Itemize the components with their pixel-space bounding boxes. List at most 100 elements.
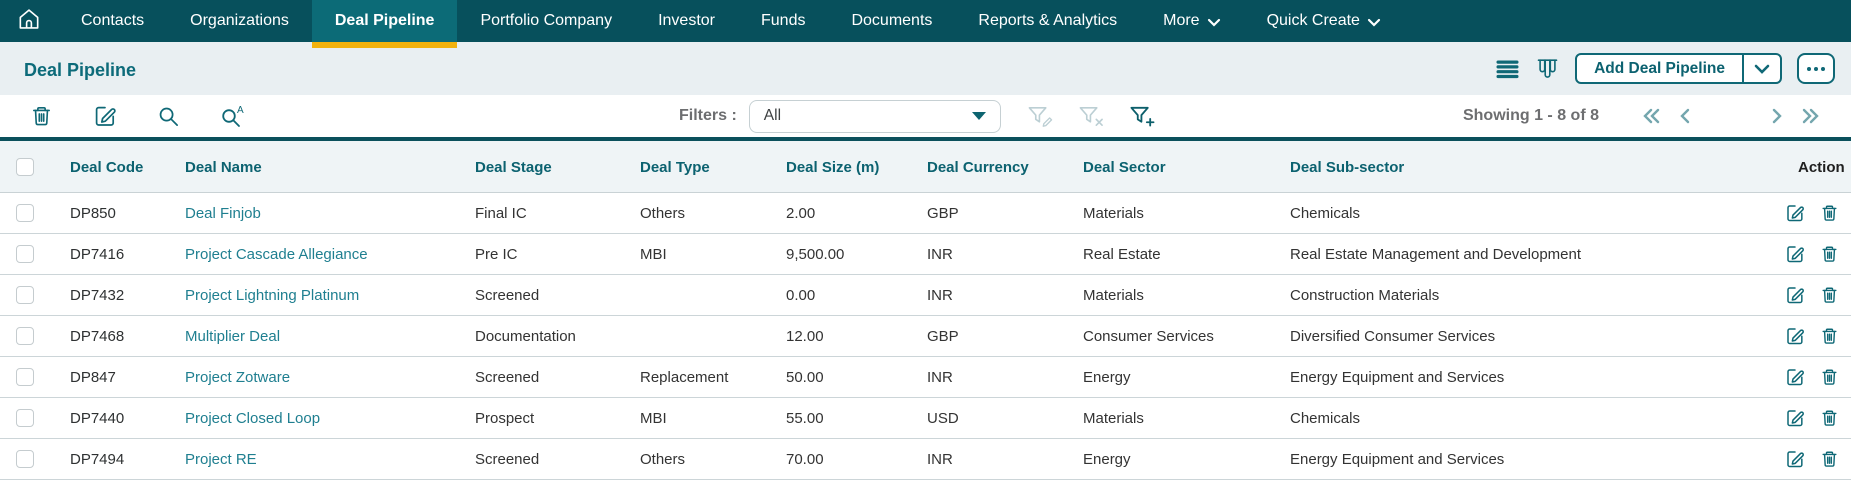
deal-code: DP7468	[56, 315, 171, 358]
select-all-checkbox[interactable]	[16, 158, 34, 177]
nav-item-funds[interactable]: Funds	[761, 12, 806, 29]
deal-name-link[interactable]: Project Closed Loop	[185, 409, 321, 427]
row-edit-icon[interactable]	[1785, 408, 1805, 428]
kanban-view-icon[interactable]	[1535, 57, 1560, 81]
row-edit-icon[interactable]	[1785, 244, 1805, 264]
advanced-search-icon[interactable]: A	[220, 104, 247, 128]
row-delete-icon[interactable]	[1820, 244, 1839, 264]
column-header-action: Action	[1784, 141, 1851, 194]
table-header-row: Deal Code Deal Name Deal Stage Deal Type…	[0, 141, 1851, 194]
page-title: Deal Pipeline	[24, 60, 137, 80]
filter-add-icon[interactable]	[1129, 104, 1155, 128]
nav-item-portfolio-company[interactable]: Portfolio Company	[480, 12, 613, 29]
nav-item-quick-create[interactable]: Quick Create	[1244, 0, 1404, 42]
column-header-deal-sector[interactable]: Deal Sector	[1069, 141, 1276, 194]
home-button[interactable]	[0, 0, 58, 42]
column-header-deal-subsector[interactable]: Deal Sub-sector	[1276, 141, 1784, 194]
table-row: DP7432 Project Lightning Platinum Screen…	[0, 274, 1851, 317]
deal-currency: USD	[913, 397, 1069, 440]
table-row: DP7416 Project Cascade Allegiance Pre IC…	[0, 233, 1851, 276]
deal-sector: Real Estate	[1069, 233, 1276, 276]
row-checkbox[interactable]	[16, 204, 34, 223]
deal-name-link[interactable]: Project Lightning Platinum	[185, 286, 360, 304]
nav-item-deal-pipeline[interactable]: Deal Pipeline	[311, 0, 458, 48]
deal-currency: GBP	[913, 192, 1069, 235]
list-view-icon[interactable]	[1495, 58, 1520, 80]
chevron-down-icon	[1367, 18, 1381, 27]
row-delete-icon[interactable]	[1820, 326, 1839, 346]
deal-code: DP847	[56, 356, 171, 399]
more-options-button[interactable]	[1797, 53, 1835, 84]
deal-sector: Energy	[1069, 356, 1276, 399]
deal-subsector: Construction Materials	[1276, 274, 1784, 317]
deal-sector: Energy	[1069, 438, 1276, 481]
deal-code: DP7440	[56, 397, 171, 440]
deal-name-link[interactable]: Project Zotware	[185, 368, 291, 386]
caret-down-icon	[971, 112, 986, 120]
deal-name-link[interactable]: Multiplier Deal	[185, 327, 281, 345]
delete-icon[interactable]	[30, 104, 53, 128]
deal-subsector: Chemicals	[1276, 192, 1784, 235]
deal-currency: INR	[913, 233, 1069, 276]
nav-item-more[interactable]: More	[1140, 0, 1243, 42]
table-row: DP7468 Multiplier Deal Documentation 12.…	[0, 315, 1851, 358]
row-delete-icon[interactable]	[1820, 449, 1839, 469]
column-header-deal-size[interactable]: Deal Size (m)	[772, 141, 913, 194]
nav-item-contacts[interactable]: Contacts	[81, 12, 145, 29]
row-checkbox[interactable]	[16, 245, 34, 264]
row-edit-icon[interactable]	[1785, 326, 1805, 346]
last-page-icon[interactable]	[1792, 108, 1829, 124]
column-header-deal-type[interactable]: Deal Type	[626, 141, 772, 194]
row-edit-icon[interactable]	[1785, 449, 1805, 469]
search-icon[interactable]	[157, 105, 180, 128]
table-row: DP847 Project Zotware Screened Replaceme…	[0, 356, 1851, 399]
row-delete-icon[interactable]	[1820, 367, 1839, 387]
filters-dropdown-value: All	[763, 107, 782, 124]
column-header-deal-stage[interactable]: Deal Stage	[461, 141, 626, 194]
row-edit-icon[interactable]	[1785, 203, 1805, 223]
row-checkbox[interactable]	[16, 450, 34, 469]
deal-currency: GBP	[913, 315, 1069, 358]
deal-name-link[interactable]: Project Cascade Allegiance	[185, 245, 368, 263]
row-delete-icon[interactable]	[1820, 408, 1839, 428]
more-options-icon	[1807, 66, 1811, 71]
filters-dropdown[interactable]: All	[748, 99, 1001, 133]
filter-clear-icon[interactable]	[1078, 104, 1104, 128]
edit-icon[interactable]	[93, 104, 117, 128]
row-checkbox[interactable]	[16, 368, 34, 387]
deal-name-link[interactable]: Deal Finjob	[185, 204, 261, 222]
deal-currency: INR	[913, 438, 1069, 481]
column-header-deal-name[interactable]: Deal Name	[171, 141, 461, 194]
grid-toolbar: A Filters : All	[0, 95, 1851, 141]
deal-stage: Prospect	[461, 397, 626, 440]
row-delete-icon[interactable]	[1820, 285, 1839, 305]
table-row: DP7440 Project Closed Loop Prospect MBI …	[0, 397, 1851, 440]
deal-sector: Materials	[1069, 274, 1276, 317]
column-header-deal-code[interactable]: Deal Code	[56, 141, 171, 194]
row-delete-icon[interactable]	[1820, 203, 1839, 223]
nav-item-investor[interactable]: Investor	[658, 12, 715, 29]
column-header-deal-currency[interactable]: Deal Currency	[913, 141, 1069, 194]
nav-item-reports-analytics[interactable]: Reports & Analytics	[978, 12, 1118, 29]
deal-size: 70.00	[772, 438, 913, 481]
add-deal-pipeline-button[interactable]: Add Deal Pipeline	[1575, 53, 1782, 84]
row-edit-icon[interactable]	[1785, 285, 1805, 305]
table-row: DP850 Deal Finjob Final IC Others 2.00 G…	[0, 192, 1851, 235]
row-checkbox[interactable]	[16, 327, 34, 346]
top-navbar: Contacts Organizations Deal Pipeline Por…	[0, 0, 1851, 48]
deal-code: DP7416	[56, 233, 171, 276]
deal-stage: Screened	[461, 274, 626, 317]
nav-item-organizations[interactable]: Organizations	[190, 12, 289, 29]
first-page-icon[interactable]	[1633, 108, 1670, 124]
next-page-icon[interactable]	[1762, 108, 1792, 124]
deal-name-link[interactable]: Project RE	[185, 450, 257, 468]
row-edit-icon[interactable]	[1785, 367, 1805, 387]
row-checkbox[interactable]	[16, 409, 34, 428]
filters-label: Filters :	[679, 107, 737, 124]
filter-edit-icon[interactable]	[1027, 104, 1053, 128]
nav-item-documents[interactable]: Documents	[851, 12, 933, 29]
add-dropdown-chevron-icon[interactable]	[1742, 55, 1780, 82]
previous-page-icon[interactable]	[1670, 108, 1700, 124]
row-checkbox[interactable]	[16, 286, 34, 305]
deal-stage: Screened	[461, 438, 626, 481]
